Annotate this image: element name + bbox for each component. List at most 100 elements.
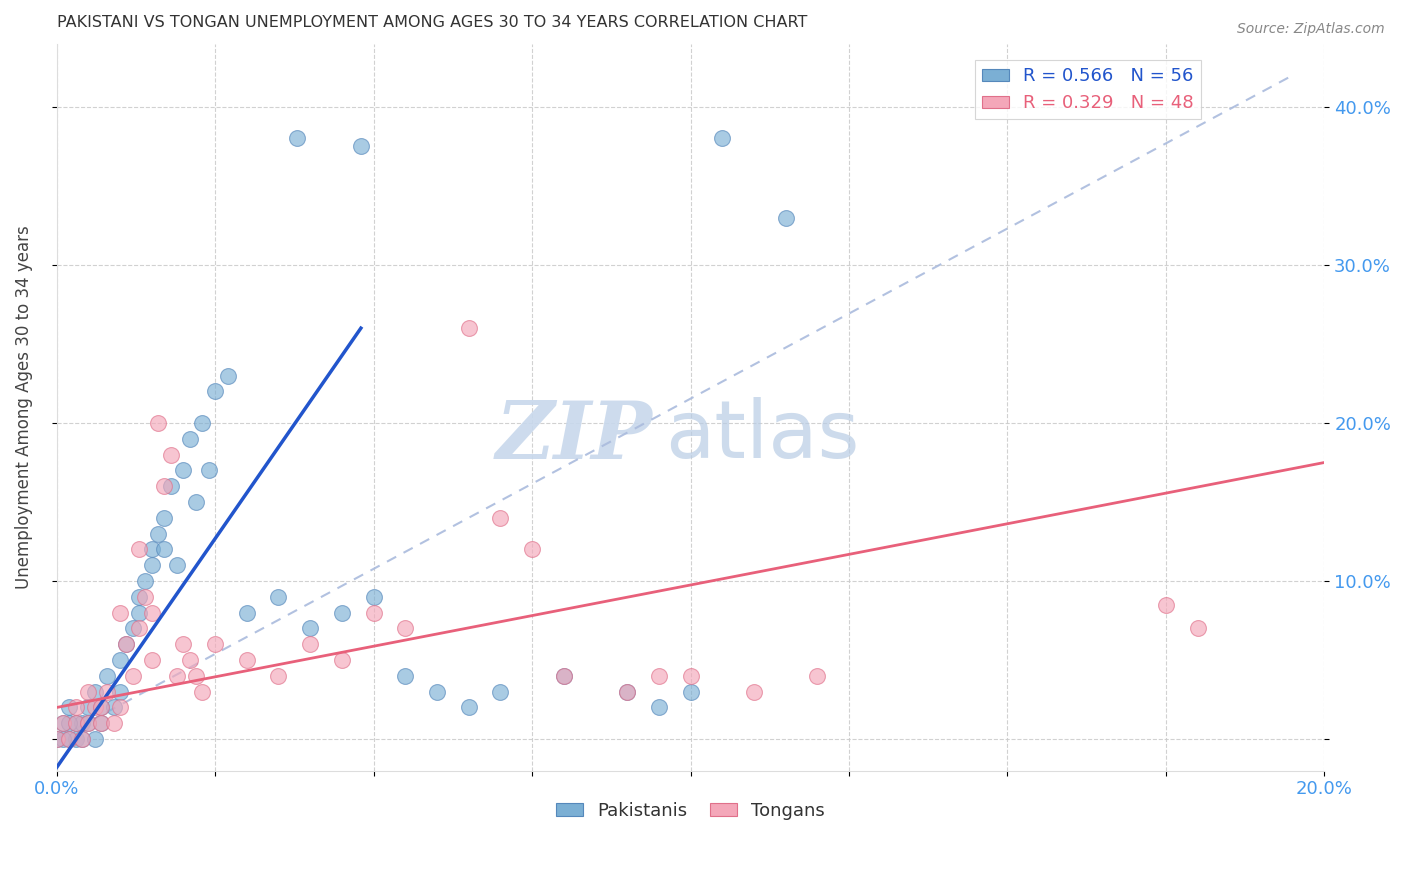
Point xyxy=(616,684,638,698)
Point xyxy=(153,542,176,557)
Point xyxy=(648,669,671,683)
Point xyxy=(134,574,156,588)
Point xyxy=(204,637,226,651)
Point xyxy=(115,637,138,651)
Point xyxy=(153,479,176,493)
Point xyxy=(742,684,765,698)
Point xyxy=(648,700,671,714)
Point xyxy=(806,669,828,683)
Point xyxy=(90,716,112,731)
Point xyxy=(166,669,188,683)
Point xyxy=(128,606,150,620)
Point xyxy=(141,653,163,667)
Point xyxy=(65,700,87,714)
Point xyxy=(489,511,512,525)
Point xyxy=(299,637,322,651)
Point xyxy=(394,669,416,683)
Point xyxy=(489,684,512,698)
Legend: Pakistanis, Tongans: Pakistanis, Tongans xyxy=(548,795,832,827)
Point xyxy=(172,463,194,477)
Point xyxy=(330,606,353,620)
Point xyxy=(65,732,87,747)
Text: Source: ZipAtlas.com: Source: ZipAtlas.com xyxy=(1237,22,1385,37)
Y-axis label: Unemployment Among Ages 30 to 34 years: Unemployment Among Ages 30 to 34 years xyxy=(15,226,32,589)
Point xyxy=(77,716,100,731)
Point xyxy=(1187,622,1209,636)
Point xyxy=(287,131,309,145)
Point xyxy=(128,622,150,636)
Point xyxy=(166,558,188,573)
Point xyxy=(103,716,125,731)
Point xyxy=(77,716,100,731)
Point xyxy=(1154,598,1177,612)
Point xyxy=(45,732,67,747)
Point xyxy=(184,495,207,509)
Point xyxy=(90,700,112,714)
Point xyxy=(58,716,80,731)
Point xyxy=(267,590,290,604)
Point xyxy=(77,684,100,698)
Point xyxy=(553,669,575,683)
Point xyxy=(679,684,702,698)
Point xyxy=(52,716,75,731)
Point xyxy=(457,321,479,335)
Point xyxy=(141,558,163,573)
Point xyxy=(159,448,181,462)
Point xyxy=(52,732,75,747)
Point xyxy=(121,669,143,683)
Point xyxy=(330,653,353,667)
Point xyxy=(90,716,112,731)
Point xyxy=(299,622,322,636)
Text: PAKISTANI VS TONGAN UNEMPLOYMENT AMONG AGES 30 TO 34 YEARS CORRELATION CHART: PAKISTANI VS TONGAN UNEMPLOYMENT AMONG A… xyxy=(56,15,807,30)
Point xyxy=(553,669,575,683)
Point xyxy=(159,479,181,493)
Point xyxy=(191,416,214,430)
Point xyxy=(58,732,80,747)
Point xyxy=(184,669,207,683)
Point xyxy=(457,700,479,714)
Point xyxy=(83,732,105,747)
Point xyxy=(197,463,219,477)
Point xyxy=(108,653,131,667)
Point xyxy=(83,684,105,698)
Point xyxy=(153,511,176,525)
Point xyxy=(77,700,100,714)
Point xyxy=(350,139,373,153)
Point xyxy=(146,416,169,430)
Point xyxy=(45,732,67,747)
Point xyxy=(711,131,734,145)
Point xyxy=(58,732,80,747)
Point xyxy=(83,700,105,714)
Point xyxy=(90,700,112,714)
Point xyxy=(134,590,156,604)
Point xyxy=(128,590,150,604)
Point xyxy=(267,669,290,683)
Point xyxy=(217,368,239,383)
Point xyxy=(108,684,131,698)
Point xyxy=(141,542,163,557)
Point xyxy=(65,716,87,731)
Point xyxy=(108,700,131,714)
Point xyxy=(70,716,93,731)
Point xyxy=(236,653,259,667)
Point xyxy=(363,590,385,604)
Point xyxy=(616,684,638,698)
Point xyxy=(179,432,201,446)
Point xyxy=(52,716,75,731)
Point xyxy=(141,606,163,620)
Point xyxy=(775,211,797,225)
Point xyxy=(236,606,259,620)
Point xyxy=(128,542,150,557)
Point xyxy=(115,637,138,651)
Point xyxy=(70,732,93,747)
Point xyxy=(191,684,214,698)
Point xyxy=(58,700,80,714)
Text: ZIP: ZIP xyxy=(495,398,652,475)
Point xyxy=(70,732,93,747)
Point xyxy=(179,653,201,667)
Text: atlas: atlas xyxy=(665,397,859,475)
Point xyxy=(172,637,194,651)
Point xyxy=(520,542,543,557)
Point xyxy=(204,384,226,399)
Point xyxy=(394,622,416,636)
